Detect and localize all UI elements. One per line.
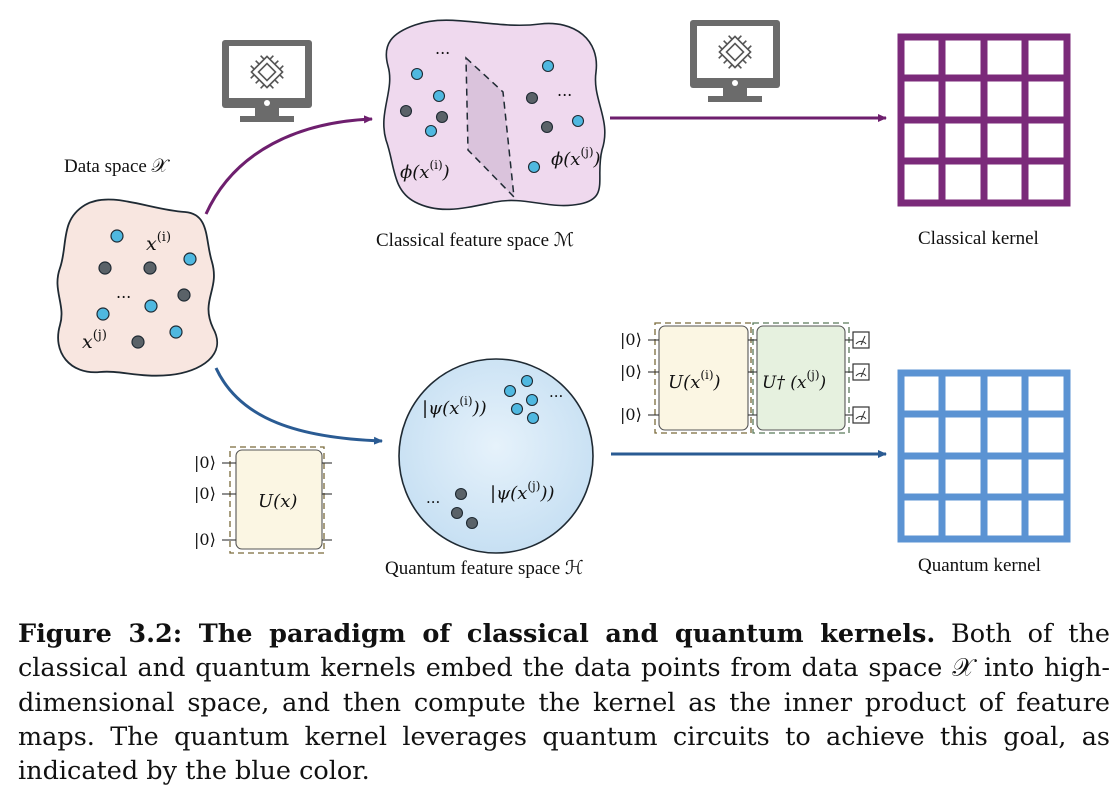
kernel-paradigm-figure: Data space 𝒳 x(i) x(j) ... ... ... ϕ(x(i… <box>56 19 1071 579</box>
ket-zero-5: |0⟩ <box>620 362 642 381</box>
quantum-kernel-grid <box>897 369 1071 543</box>
u-x-label: U(x) <box>258 491 297 512</box>
blue-point <box>110 229 124 243</box>
data-dots: ... <box>116 283 131 302</box>
quantum-dots-top: ... <box>549 383 563 401</box>
figure-caption: Figure 3.2: The paradigm of classical an… <box>18 617 1110 788</box>
gray-point <box>177 288 191 302</box>
phi-i-label: ϕ(x(i)) <box>400 158 450 183</box>
u-xi-label: U(x(i)) <box>668 368 721 393</box>
feature-points <box>399 59 585 174</box>
quantum-dots-bottom: ... <box>426 489 440 507</box>
gray-point <box>98 261 112 275</box>
data-space-label: Data space 𝒳 <box>64 156 171 177</box>
blue-point <box>183 252 197 266</box>
caption-title: Figure 3.2: The paradigm of classical an… <box>18 619 936 649</box>
psi-j-label: |ψ(x(j))) <box>490 479 555 504</box>
feature-dots-right: ... <box>557 81 572 100</box>
gray-point <box>131 335 145 349</box>
hyperplane <box>465 56 515 200</box>
xj-label: x(j) <box>82 328 107 353</box>
encoding-circuit <box>222 446 332 554</box>
computer-chip-icon <box>689 19 781 103</box>
measurement-icon <box>852 406 870 424</box>
classical-arrow-curve <box>204 115 373 215</box>
computer-chip-icon <box>221 39 313 123</box>
classical-kernel-grid <box>897 33 1071 207</box>
caption-text: Both of the classical and quantum kernel… <box>18 619 1110 787</box>
quantum-points <box>450 374 540 530</box>
quantum-arrow-curve <box>214 367 383 445</box>
xi-label: x(i) <box>146 230 171 255</box>
ket-zero-6: |0⟩ <box>620 405 642 424</box>
psi-i-label: |ψ(x(i))) <box>422 394 487 419</box>
classical-kernel-label: Classical kernel <box>918 228 1039 249</box>
blue-point <box>96 307 110 321</box>
ket-zero-3: |0⟩ <box>194 530 216 549</box>
blue-point <box>144 299 158 313</box>
measurement-icon <box>852 331 870 349</box>
ket-zero-4: |0⟩ <box>620 330 642 349</box>
quantum-kernel-label: Quantum kernel <box>918 555 1041 576</box>
ket-zero-1: |0⟩ <box>194 453 216 472</box>
quantum-feature-space-sphere <box>398 358 594 554</box>
phi-j-label: ϕ(x(j)) <box>551 145 601 170</box>
kernel-circuit <box>648 322 853 434</box>
classical-feature-space-label: Classical feature space ℳ <box>376 230 574 251</box>
u-dagger-xj-label: U† (x(j)) <box>762 368 826 393</box>
blue-point <box>169 325 183 339</box>
quantum-feature-space-label: Quantum feature space ℋ <box>385 558 584 579</box>
gray-point <box>143 261 157 275</box>
ket-zero-2: |0⟩ <box>194 484 216 503</box>
data-points <box>96 229 197 349</box>
measurement-icon <box>852 363 870 381</box>
feature-dots-top: ... <box>435 39 450 58</box>
